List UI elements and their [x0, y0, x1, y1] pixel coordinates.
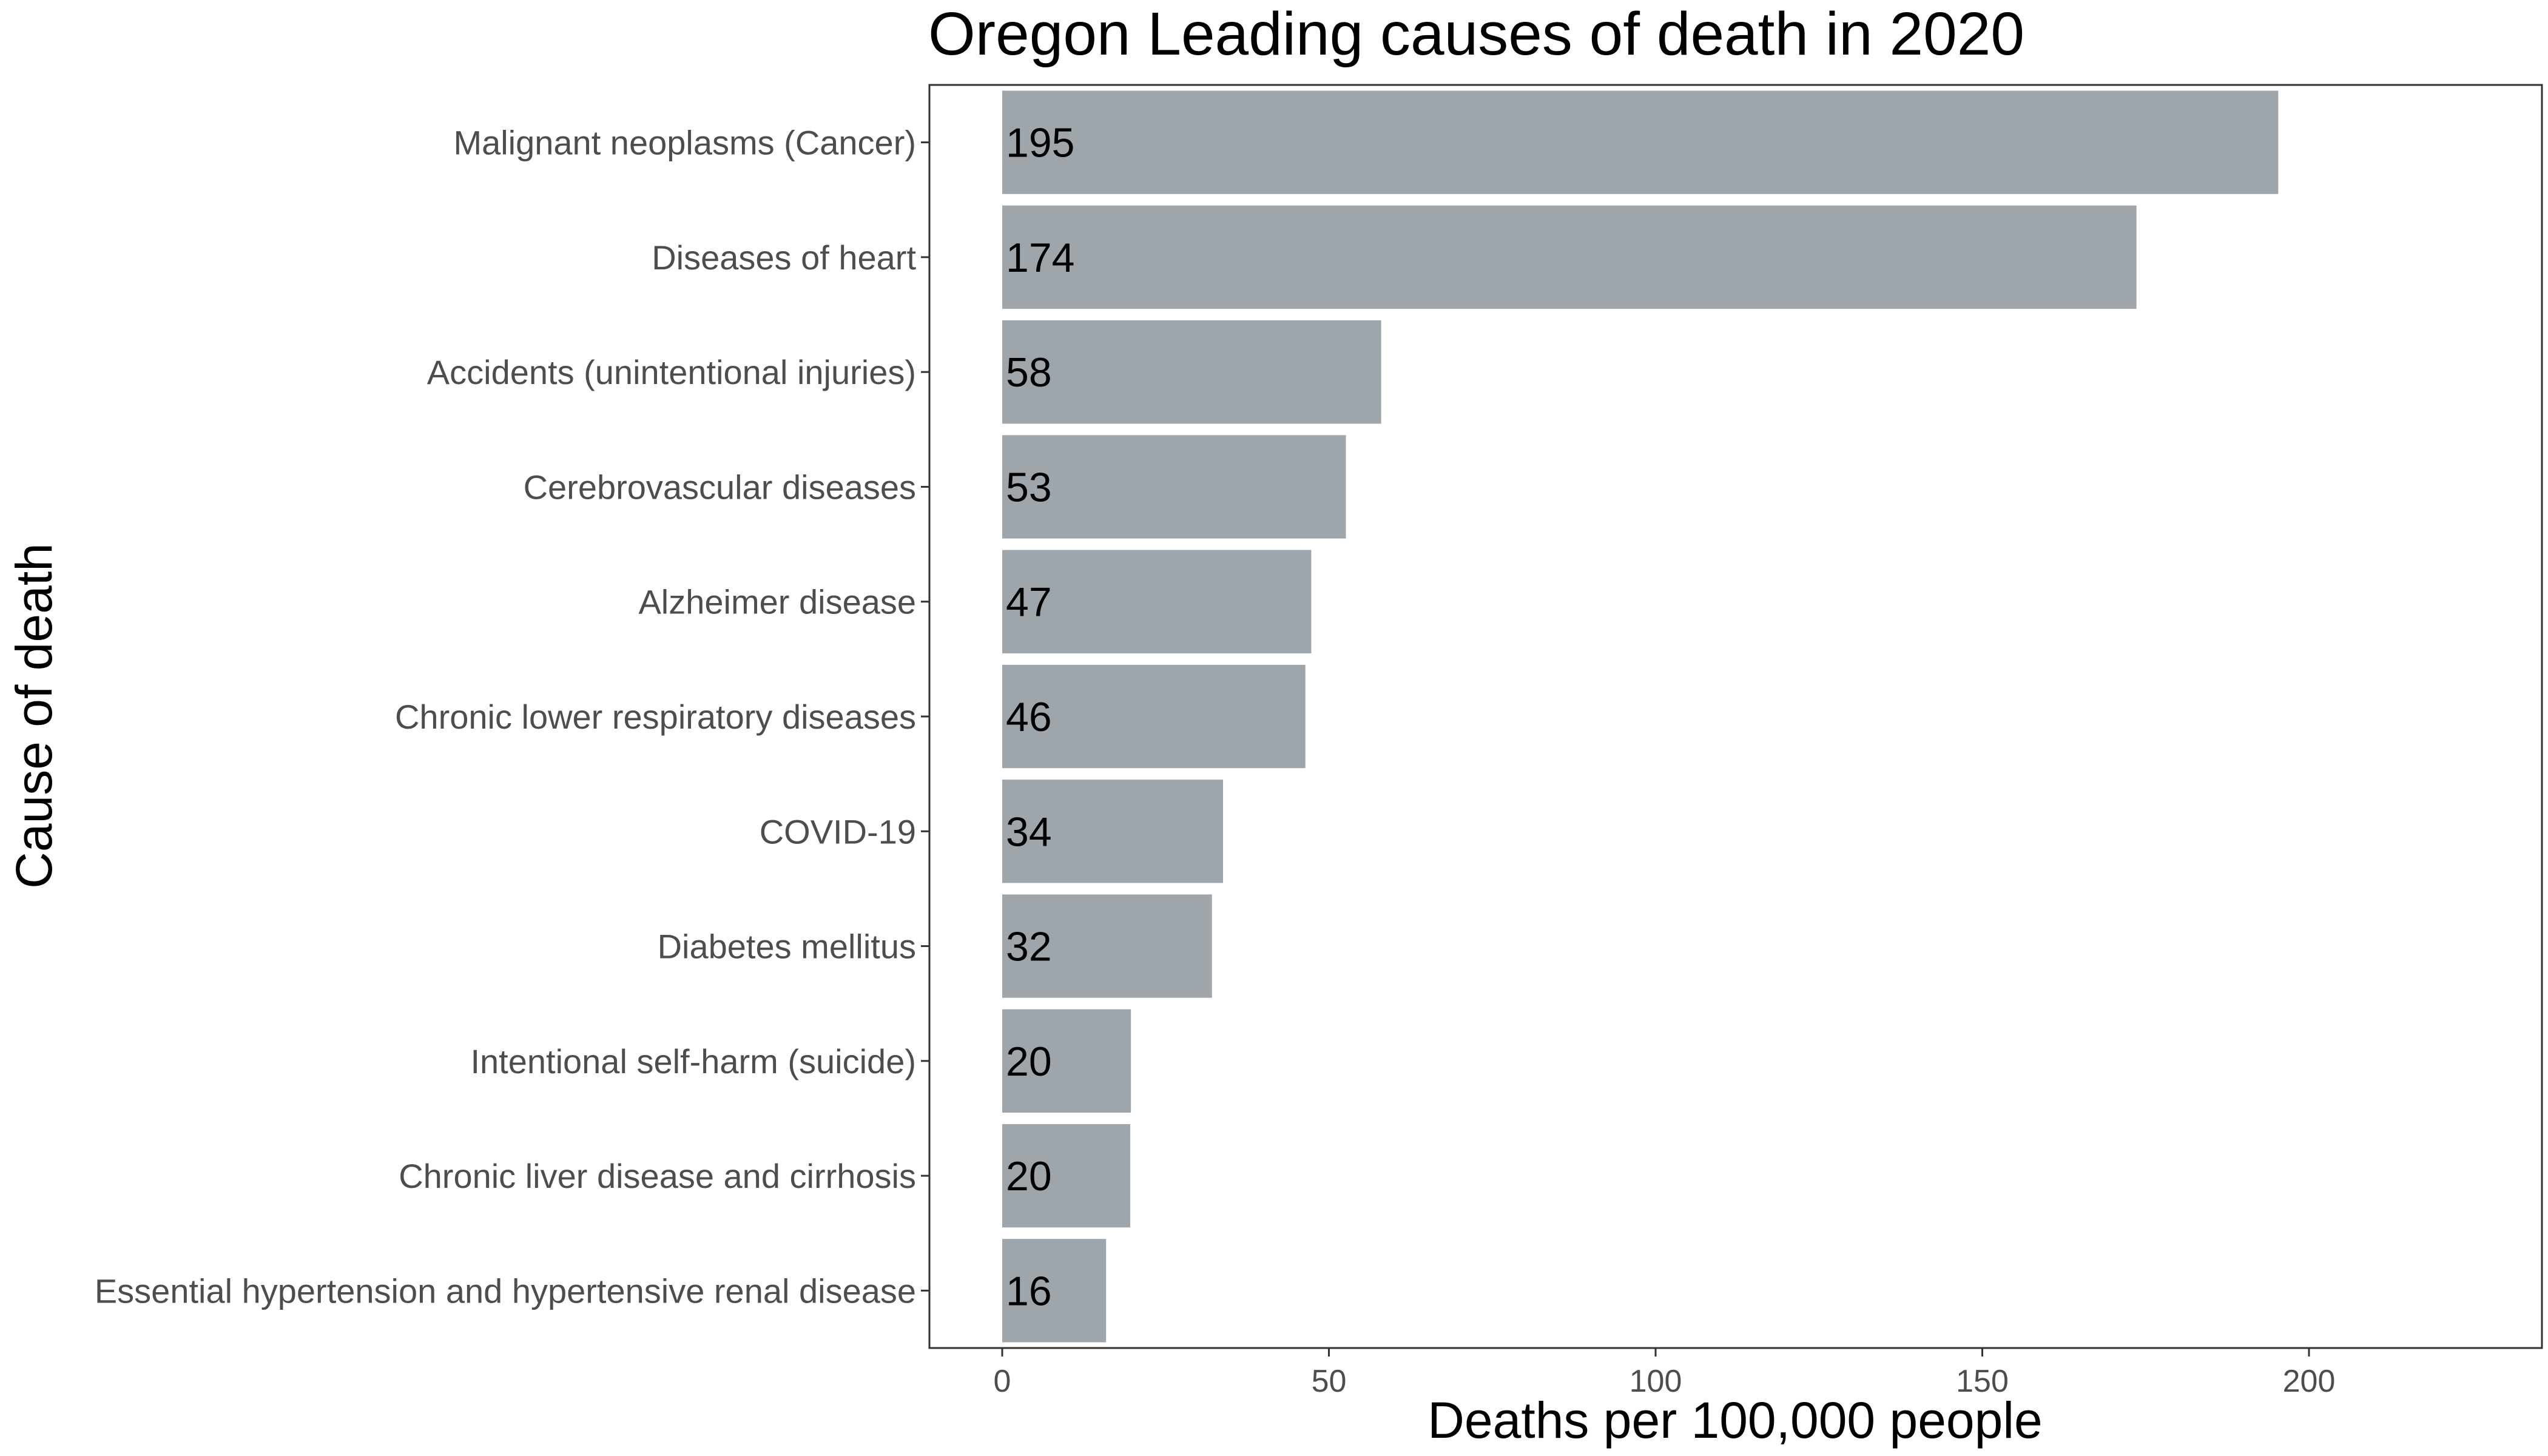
y-tick-label: Malignant neoplasms (Cancer): [453, 124, 916, 162]
bar: [1002, 320, 1381, 424]
y-tick-label: Accidents (unintentional injuries): [427, 353, 916, 391]
x-axis-title: Deaths per 100,000 people: [1427, 1392, 2042, 1449]
x-tick-label: 50: [1312, 1364, 1347, 1399]
y-tick-label: Chronic liver disease and cirrhosis: [399, 1157, 916, 1195]
x-tick-label: 200: [2283, 1364, 2336, 1399]
y-tick-label: Chronic lower respiratory diseases: [395, 698, 916, 736]
bar-value-label: 53: [1006, 464, 1052, 510]
y-tick-label: Cerebrovascular diseases: [524, 468, 916, 506]
bar-value-label: 47: [1006, 579, 1052, 625]
bar: [1002, 90, 2279, 194]
bar: [1002, 435, 1346, 539]
bar: [1002, 664, 1306, 769]
bar-value-label: 20: [1006, 1153, 1052, 1199]
bar: [1002, 894, 1212, 998]
x-tick-label: 100: [1630, 1364, 1682, 1399]
y-axis-ticks: Malignant neoplasms (Cancer) Diseases of …: [95, 124, 929, 1310]
bar-value-label: 16: [1006, 1268, 1052, 1314]
bar: [1002, 1124, 1131, 1228]
bar: [1002, 1009, 1131, 1113]
x-tick-label: 0: [994, 1364, 1011, 1399]
y-axis-title: Cause of death: [5, 543, 62, 889]
bar: [1002, 1239, 1107, 1343]
bar-value-label: 46: [1006, 694, 1052, 740]
bar: [1002, 205, 2137, 309]
y-tick-label: Intentional self-harm (suicide): [470, 1042, 916, 1080]
bar-value-label: 34: [1006, 809, 1052, 855]
bar: [1002, 550, 1312, 653]
y-tick-label: COVID-19: [760, 812, 916, 851]
chart-title: Oregon Leading causes of death in 2020: [928, 0, 2024, 68]
x-axis-ticks: 0 50 100 150 200: [994, 1348, 2336, 1399]
y-tick-label: Alzheimer disease: [638, 583, 916, 621]
bar-value-label: 20: [1006, 1039, 1052, 1085]
bar-value-label: 174: [1006, 235, 1074, 281]
bar: [1002, 780, 1224, 883]
bar-value-label: 195: [1006, 120, 1074, 166]
bar-value-label: 32: [1006, 924, 1052, 970]
x-tick-label: 150: [1956, 1364, 2009, 1399]
y-tick-label: Essential hypertension and hypertensive …: [95, 1272, 916, 1310]
y-tick-label: Diabetes mellitus: [658, 928, 916, 966]
bars-group: [1002, 90, 2279, 1343]
y-tick-label: Diseases of heart: [652, 238, 916, 277]
bar-value-label: 58: [1006, 349, 1052, 396]
bar-labels-group: 195 174 58 53 47 46 34 32 20 20 16: [1006, 120, 1074, 1315]
